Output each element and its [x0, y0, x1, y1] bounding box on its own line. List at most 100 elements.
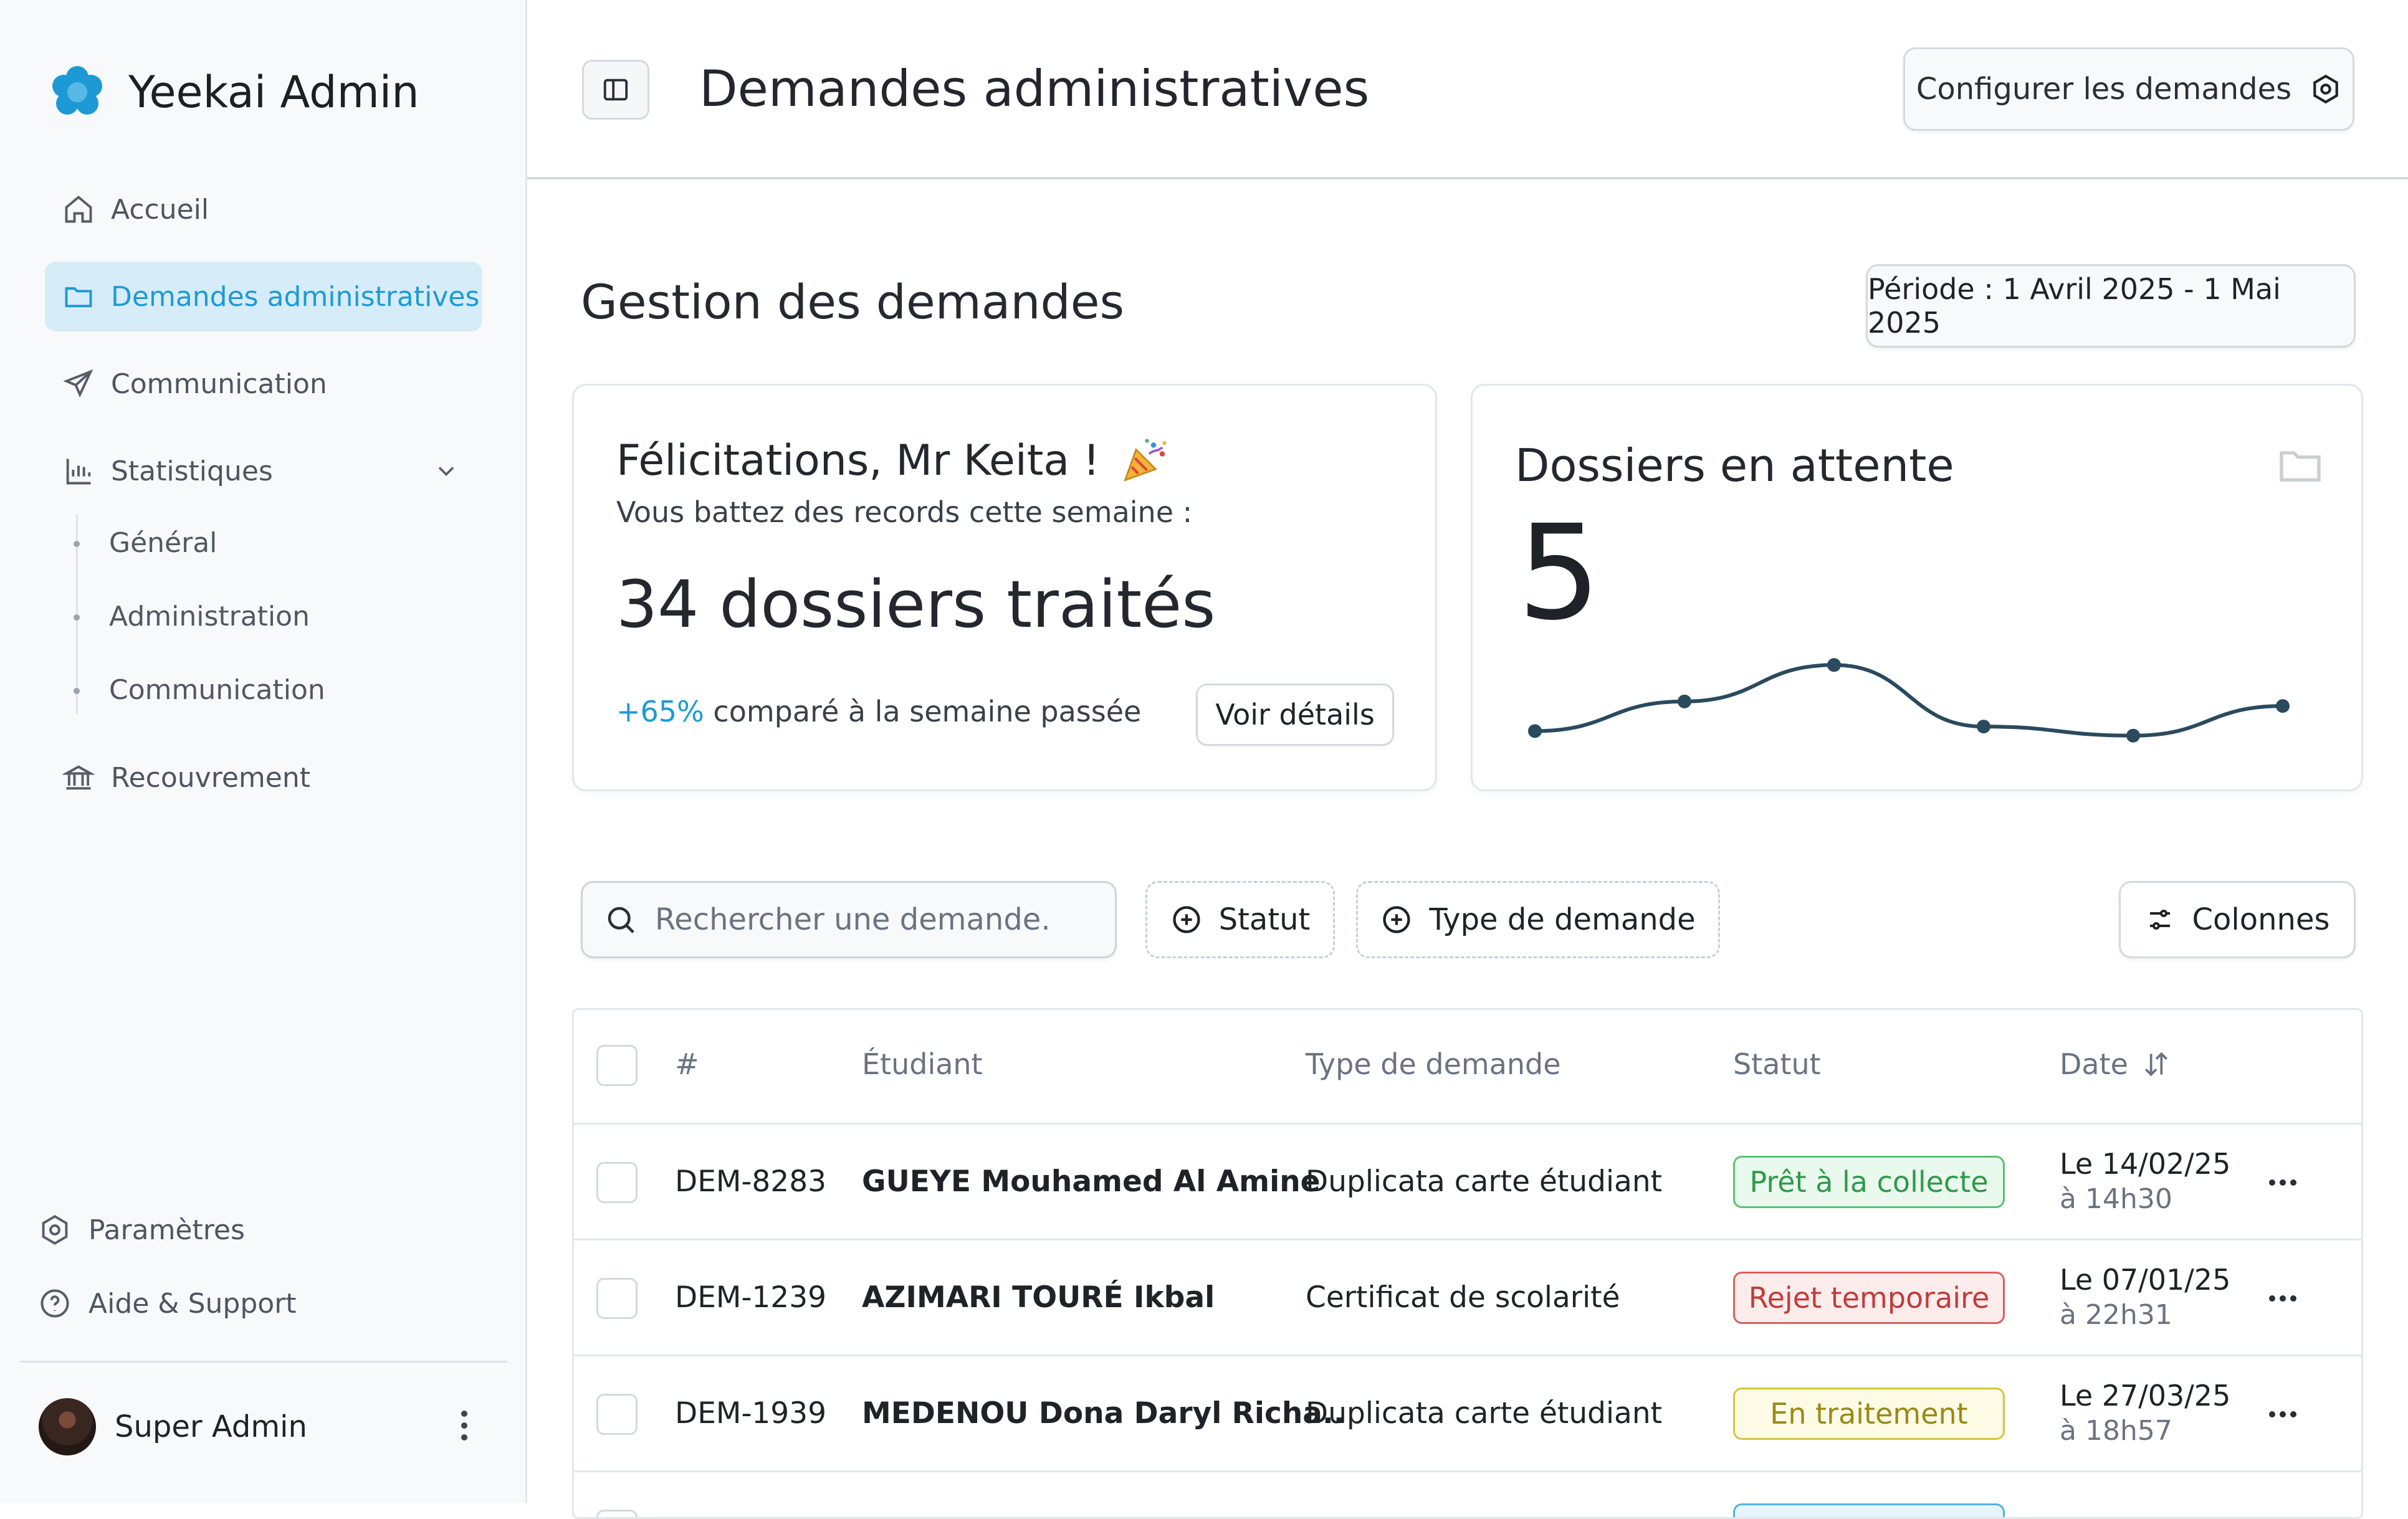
sidebar-item-demandes[interactable]: Demandes administratives — [45, 262, 482, 331]
sparkline-point — [1528, 724, 1542, 738]
sidebar-item-label: Recouvrement — [111, 761, 310, 794]
sidebar-subitem-administration[interactable]: Administration — [109, 601, 310, 632]
congrats-title: Félicitations, Mr Keita ! — [616, 434, 1171, 487]
sidebar-item-label: Communication — [111, 368, 327, 400]
sidebar-item-label: Accueil — [111, 193, 209, 226]
table-row[interactable]: DEM-8283 GUEYE Mouhamed Al Amine Duplica… — [574, 1125, 2361, 1240]
row-actions-more-icon[interactable] — [2269, 1295, 2296, 1302]
row-checkbox[interactable] — [596, 1278, 638, 1319]
sidebar-divider — [20, 1361, 507, 1363]
sidebar-item-statistiques[interactable]: Statistiques — [45, 436, 482, 506]
request-id: DEM-8283 — [675, 1164, 827, 1199]
row-checkbox[interactable] — [596, 1162, 638, 1203]
search-input[interactable] — [654, 902, 1053, 938]
table-row[interactable]: DEM-1239 AZIMARI TOURÉ Ikbal Certificat … — [574, 1240, 2361, 1356]
settings-icon — [2313, 74, 2338, 104]
page-title: Demandes administratives — [699, 60, 1370, 118]
sidebar-item-aide[interactable]: Aide & Support — [39, 1287, 297, 1320]
weekly-comparison: +65% comparé à la semaine passée — [616, 695, 1141, 728]
sidebar-item-communication[interactable]: Communication — [45, 349, 482, 419]
column-header-date-label: Date — [2060, 1047, 2128, 1081]
congrats-subtitle: Vous battez des records cette semaine : — [616, 495, 1193, 529]
student-name: GUEYE Mouhamed Al Amine — [862, 1164, 1321, 1199]
column-header-status[interactable]: Statut — [1733, 1047, 1821, 1081]
button-label: Statut — [1218, 902, 1311, 937]
columns-button[interactable]: Colonnes — [2119, 881, 2356, 958]
search-box[interactable] — [581, 881, 1117, 958]
row-actions-more-icon[interactable] — [2269, 1411, 2296, 1417]
sidebar-subitem-general[interactable]: Général — [109, 527, 217, 559]
chevron-down-icon[interactable] — [432, 457, 460, 485]
congrats-title-text: Félicitations, Mr Keita ! — [616, 436, 1100, 485]
sort-icon[interactable] — [2141, 1049, 2172, 1080]
button-label: Configurer les demandes — [1916, 72, 2292, 107]
user-menu-kebab-icon[interactable] — [461, 1411, 467, 1440]
column-header-id: # — [675, 1047, 699, 1081]
congrats-card: Félicitations, Mr Keita ! Vous battez de… — [572, 384, 1437, 791]
configure-requests-button[interactable]: Configurer les demandes — [1903, 47, 2354, 131]
row-checkbox[interactable] — [596, 1510, 638, 1517]
view-details-button[interactable]: Voir détails — [1196, 683, 1394, 746]
request-date: Le 27/03/25 — [2060, 1379, 2231, 1412]
sidebar-item-label: Paramètres — [88, 1214, 245, 1246]
sidebar-item-parametres[interactable]: Paramètres — [39, 1214, 245, 1246]
request-time: à 18h57 — [2060, 1415, 2172, 1447]
pending-title: Dossiers en attente — [1515, 439, 1954, 492]
request-type-filter-button[interactable]: Type de demande — [1356, 881, 1720, 958]
sparkline-point — [2276, 699, 2290, 713]
search-icon — [608, 907, 634, 933]
student-name: MEDENOU Dona Daryl Richa.. — [862, 1396, 1345, 1431]
status-badge — [1733, 1503, 2005, 1517]
pending-files-card: Dossiers en attente 5 — [1471, 384, 2363, 791]
sparkline-point — [1977, 720, 1990, 734]
pending-sparkline — [1528, 658, 2290, 743]
sliders-icon — [2149, 910, 2170, 930]
column-header-date[interactable]: Date — [2060, 1047, 2172, 1081]
sidebar-item-accueil[interactable]: Accueil — [45, 174, 482, 244]
sparkline-point — [2126, 728, 2140, 743]
user-profile[interactable]: Super Admin — [39, 1398, 307, 1455]
top-header: Demandes administratives Configurer les … — [527, 0, 2408, 179]
status-badge: Prêt à la collecte — [1733, 1156, 2005, 1208]
student-name: AZIMARI TOURÉ Ikbal — [862, 1280, 1215, 1315]
gear-icon — [42, 1215, 68, 1245]
user-name: Super Admin — [115, 1409, 307, 1444]
column-header-student[interactable]: Étudiant — [862, 1047, 983, 1081]
sidebar-subitem-communication[interactable]: Communication — [109, 674, 325, 706]
folder-icon — [2280, 451, 2321, 482]
brand[interactable]: Yeekai Admin — [50, 65, 419, 120]
select-all-checkbox[interactable] — [596, 1045, 638, 1086]
table-row[interactable]: DEM-1939 MEDENOU Dona Daryl Richa.. Dupl… — [574, 1356, 2361, 1472]
request-id: DEM-1239 — [675, 1280, 827, 1315]
sparkline-point — [1827, 658, 1841, 672]
home-icon — [65, 195, 92, 223]
row-actions-more-icon[interactable] — [2269, 1179, 2296, 1186]
yeekai-logo-icon — [52, 66, 102, 115]
party-popper-icon — [1124, 439, 1167, 482]
sidebar-panel-icon — [603, 79, 628, 101]
sidebar-item-recouvrement[interactable]: Recouvrement — [45, 743, 482, 812]
status-filter-button[interactable]: Statut — [1145, 881, 1335, 958]
request-time: à 22h31 — [2060, 1299, 2172, 1331]
button-label: Colonnes — [2192, 902, 2330, 937]
sidebar-toggle-button[interactable] — [582, 60, 649, 120]
processed-count: 34 dossiers traités — [616, 566, 1216, 642]
request-type: Duplicata carte étudiant — [1306, 1396, 1663, 1431]
row-checkbox[interactable] — [596, 1394, 638, 1435]
button-label: Type de demande — [1429, 902, 1696, 937]
table-row[interactable] — [574, 1472, 2361, 1517]
period-selector-button[interactable]: Période : 1 Avril 2025 - 1 Mai 2025 — [1866, 264, 2356, 348]
submenu-dot — [74, 614, 80, 621]
sparkline-line — [1534, 663, 2283, 738]
change-percent: +65% — [616, 695, 704, 728]
request-type: Duplicata carte étudiant — [1306, 1164, 1663, 1199]
column-header-type[interactable]: Type de demande — [1306, 1047, 1561, 1081]
submenu-dot — [74, 688, 80, 694]
sidebar: Yeekai Admin Accueil Demandes administra… — [0, 0, 527, 1503]
brand-name: Yeekai Admin — [128, 67, 419, 118]
send-icon — [63, 369, 93, 398]
change-text: comparé à la semaine passée — [704, 695, 1142, 728]
request-date: Le 14/02/25 — [2060, 1147, 2231, 1181]
folder-icon — [65, 287, 92, 308]
table-header: # Étudiant Type de demande Statut Date — [574, 1010, 2361, 1125]
